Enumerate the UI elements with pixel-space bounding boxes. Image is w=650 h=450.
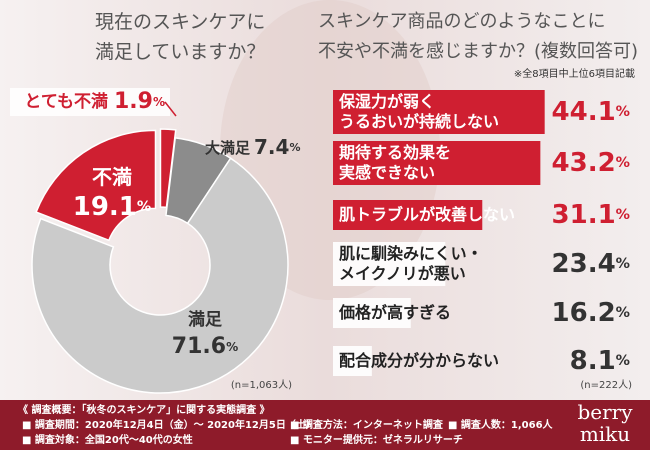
bar-label: 保湿力が弱くうるおいが持続しない bbox=[338, 92, 499, 131]
slice-value: 7.4% bbox=[254, 135, 300, 159]
bar-value: 44.1% bbox=[552, 97, 630, 127]
brand-logo: miku bbox=[580, 422, 630, 446]
slice-label: 不満 bbox=[92, 165, 132, 189]
chart-subnote: ※全8項目中上位6項目記載 bbox=[514, 67, 635, 80]
chart-title: スキンケア商品のどのようなことに不安や不満を感じますか？(複数回答可) bbox=[318, 11, 638, 62]
pie-slice bbox=[35, 129, 157, 242]
bar bbox=[333, 346, 372, 376]
slice-label: 大満足 bbox=[205, 139, 251, 157]
bar bbox=[333, 90, 545, 134]
sample-note: (n=222人) bbox=[580, 379, 632, 391]
footer-band bbox=[0, 400, 650, 450]
slice-value: 19.1% bbox=[73, 192, 151, 222]
slice-label: 満足 bbox=[188, 309, 222, 330]
slice-value: 71.6% bbox=[172, 334, 238, 359]
label-backdrop bbox=[10, 88, 170, 116]
survey-item: ■ 調査人数：1,066人 bbox=[448, 418, 554, 431]
leader-line bbox=[164, 101, 177, 117]
bar-label: 期待する効果を実感できない bbox=[339, 143, 451, 182]
bar-value: 16.2% bbox=[552, 298, 630, 328]
bar-label: 価格が高すぎる bbox=[338, 303, 451, 322]
slice-value: 1.9% bbox=[114, 89, 165, 114]
pie-slice bbox=[31, 157, 289, 394]
bar-value: 43.2% bbox=[552, 148, 630, 178]
bar-label: 肌に馴染みにくい・メイクノリが悪い bbox=[339, 244, 483, 283]
brand-logo: berry bbox=[577, 400, 633, 424]
bar bbox=[333, 298, 411, 328]
survey-item: ■ 調査対象：全国20代〜40代の女性 bbox=[22, 433, 193, 446]
chart-title: 現在のスキンケアに満足していますか？ bbox=[95, 11, 265, 63]
bar-value: 31.1% bbox=[552, 200, 630, 230]
bar bbox=[333, 141, 541, 185]
bar bbox=[333, 200, 483, 230]
bar-label: 配合成分が分からない bbox=[339, 351, 499, 370]
survey-item: ■ 調査方法：インターネット調査 bbox=[290, 418, 444, 431]
survey-item: ■ 調査期間：2020年12月4日（金）〜 2020年12月5日（土） bbox=[22, 418, 316, 431]
survey-item: ■ モニター提供元：ゼネラルリサーチ bbox=[290, 433, 463, 446]
survey-heading: 《 調査概要：「秋冬のスキンケア」に関する実態調査 》 bbox=[18, 403, 270, 416]
bar-label: 肌トラブルが改善しない bbox=[339, 205, 515, 224]
sample-note: (n=1,063人) bbox=[231, 379, 292, 391]
slice-label: とても不満 bbox=[24, 91, 108, 112]
bar bbox=[333, 242, 446, 286]
bar-value: 23.4% bbox=[552, 249, 630, 279]
bar-value: 8.1% bbox=[570, 346, 630, 376]
